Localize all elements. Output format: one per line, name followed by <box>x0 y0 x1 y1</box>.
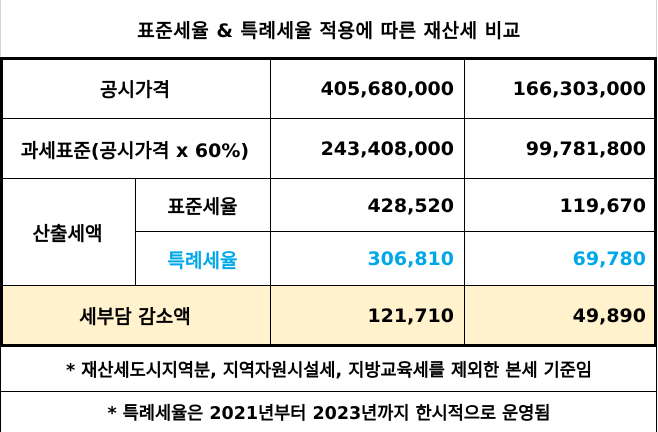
column-divider <box>135 179 136 286</box>
column-divider <box>270 58 271 345</box>
row-label-tax-reduction: 세부담 감소액 <box>79 306 191 328</box>
reduction-row-bg <box>0 286 656 345</box>
note-border-left <box>0 347 1 432</box>
note-1: * 재산세도시지역분, 지역자원시설세, 지방교육세를 제외한 본세 기준임 <box>66 360 592 381</box>
gridline <box>656 0 657 58</box>
public-price-value-2: 166,303,000 <box>512 77 646 100</box>
row-label-calculated-tax: 산출세액 <box>32 223 103 245</box>
standard-rate-value-2: 119,670 <box>559 194 646 217</box>
note-divider <box>0 391 657 392</box>
note-border-right <box>656 347 657 432</box>
row-label-public-price: 공시가격 <box>100 79 170 101</box>
tax-base-value-2: 99,781,800 <box>525 138 646 160</box>
gridline <box>0 0 1 58</box>
table-border-left <box>0 57 3 347</box>
row-divider <box>135 231 656 232</box>
special-rate-value-2: 69,780 <box>572 248 646 270</box>
standard-rate-value-1: 428,520 <box>367 194 454 217</box>
column-divider <box>464 58 465 345</box>
sub-label-standard-rate: 표준세율 <box>167 196 238 218</box>
row-divider <box>0 118 656 119</box>
sub-label-special-rate: 특례세율 <box>167 249 238 272</box>
table-border-right <box>654 57 657 347</box>
note-2: * 특례세율은 2021년부터 2023년까지 한시적으로 운영됨 <box>107 403 551 424</box>
tax-reduction-value-1: 121,710 <box>367 304 454 327</box>
table-border-top <box>0 57 657 60</box>
row-divider <box>0 285 656 286</box>
row-divider <box>0 178 656 179</box>
table-border-bottom <box>0 344 657 347</box>
row-label-tax-base: 과세표준(공시가격 x 60%) <box>20 139 250 162</box>
special-rate-value-1: 306,810 <box>367 248 454 270</box>
table-title: 표준세율 & 특례세율 적용에 따른 재산세 비교 <box>137 19 521 42</box>
tax-reduction-value-2: 49,890 <box>572 304 646 327</box>
tax-base-value-1: 243,408,000 <box>320 138 454 160</box>
public-price-value-1: 405,680,000 <box>320 77 454 100</box>
